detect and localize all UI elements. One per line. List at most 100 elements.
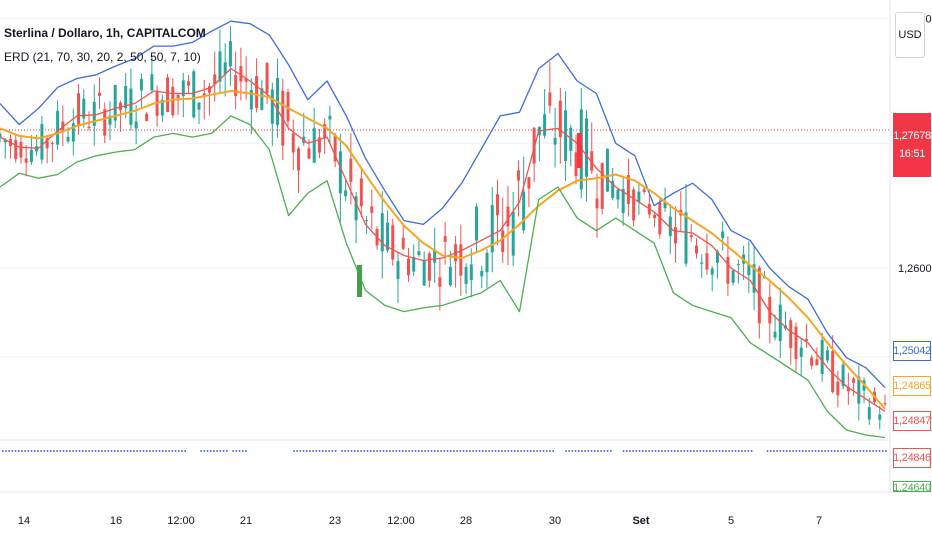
signal-dot [40, 450, 42, 452]
signal-dot [805, 450, 807, 452]
candle-body [249, 89, 253, 110]
candle-body [841, 364, 845, 387]
signal-dot [498, 450, 500, 452]
signal-dot [741, 450, 743, 452]
signal-dot [434, 450, 436, 452]
candle-body [218, 51, 222, 82]
signal-dot [674, 450, 676, 452]
signal-dot [830, 450, 833, 452]
candle-body [857, 376, 861, 404]
signal-dot [62, 450, 65, 452]
candle-body [611, 180, 615, 198]
x-tick-label: 16 [110, 515, 122, 527]
candle-body [438, 277, 442, 287]
candle-body [825, 350, 829, 361]
candle-body [160, 99, 164, 116]
signal-dot [318, 450, 321, 452]
signal-dot [18, 450, 20, 452]
x-tick-label: 12:00 [387, 515, 415, 527]
signal-dot [632, 450, 634, 452]
candle-body [585, 118, 589, 177]
candle-body [380, 213, 384, 252]
signal-dot [536, 450, 538, 452]
candle-body [207, 86, 211, 93]
ema-slow-label: 1,24865 [893, 376, 931, 396]
signal-dot [382, 450, 385, 452]
candle-body [621, 188, 625, 213]
candle-body [0, 134, 2, 138]
signal-dot [683, 450, 686, 452]
signal-dot [162, 450, 164, 452]
candle-body [223, 62, 227, 75]
signal-dot [344, 450, 346, 452]
candle-body [548, 92, 552, 106]
candle-body [328, 115, 332, 120]
signal-dot [789, 450, 791, 452]
signal-dot [827, 450, 830, 452]
candle-body [511, 211, 515, 256]
signal-dot [526, 450, 529, 452]
signal-dot [523, 450, 526, 452]
signal-dot [181, 450, 183, 452]
signal-dot [376, 450, 378, 452]
indicator-lines [0, 20, 886, 439]
signal-dot [8, 450, 10, 452]
candle-body [522, 191, 526, 231]
indicator-title[interactable]: ERD (21, 70, 30, 20, 2, 50, 50, 7, 10) [4, 50, 201, 64]
candle-body [234, 75, 238, 97]
x-tick-label: 5 [728, 515, 734, 527]
signal-dot [459, 450, 462, 452]
candle-body [29, 149, 33, 162]
candle-body [145, 113, 149, 121]
signal-dot [715, 450, 718, 452]
signal-dot [2, 450, 4, 452]
signal-dot [885, 450, 887, 452]
signal-dot [165, 450, 167, 452]
signal-dot [130, 450, 132, 452]
candle-body [674, 227, 678, 244]
signal-dot [370, 450, 372, 452]
candle-body [296, 148, 300, 171]
signal-dot [379, 450, 382, 452]
signal-dot [59, 450, 62, 452]
x-tick-label: 7 [816, 515, 822, 527]
signal-dot [654, 450, 657, 452]
signal-dot [690, 450, 692, 452]
candle-body [317, 137, 321, 153]
candle-body [213, 74, 217, 85]
candle-body [574, 152, 578, 177]
candle-body [92, 101, 96, 126]
signal-dot [85, 450, 87, 452]
candle-body [270, 89, 274, 124]
signal-dot [296, 450, 298, 452]
signal-dot [94, 450, 97, 452]
signal-dot [587, 450, 590, 452]
signal-dot [24, 450, 26, 452]
signal-dot [862, 450, 865, 452]
candle-body [433, 249, 437, 263]
signal-dot [200, 450, 202, 452]
signal-dot [210, 450, 212, 452]
candle-body [197, 102, 201, 110]
candle-body [14, 140, 18, 160]
signal-dot [213, 450, 215, 452]
signal-dot [850, 450, 852, 452]
signal-dot [738, 450, 740, 452]
candle-body [118, 102, 122, 111]
currency-button[interactable]: USD [895, 12, 925, 58]
signal-dot [398, 450, 401, 452]
candle-body [66, 136, 70, 142]
candle-body [731, 270, 735, 283]
signal-dot [840, 450, 842, 452]
signal-dot [507, 450, 510, 452]
candle-body [626, 175, 630, 205]
signal-dot [146, 450, 148, 452]
signal-dot [216, 450, 218, 452]
signal-dot [421, 450, 423, 452]
signal-dot [843, 450, 846, 452]
candle-body [799, 347, 803, 357]
candle-body [831, 351, 835, 393]
signal-dot [139, 450, 142, 452]
grid-lines [0, 18, 890, 358]
